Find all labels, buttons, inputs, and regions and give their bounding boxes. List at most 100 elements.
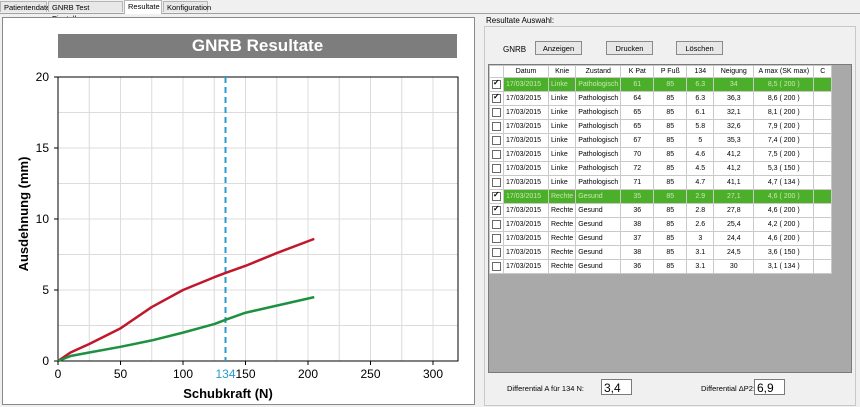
table-cell: 27,8: [713, 203, 755, 218]
table-row[interactable]: 17/03/2015 Rechte Gesund 36 85 3.1 30 3,1 ( 134…: [489, 259, 833, 274]
table-row[interactable]: 17/03/2015 Linke Pathologisch 65 85 6.1 32,1 8,…: [489, 105, 833, 120]
x-tick-label: 250: [360, 367, 380, 381]
table-row[interactable]: 17/03/2015 Linke Pathologisch 72 85 4.5 41,2 5,…: [489, 161, 833, 176]
table-cell: Linke: [547, 119, 577, 134]
table-cell: 8,1 ( 200 ): [753, 105, 815, 120]
x-axis-label: Schubkraft (N): [183, 386, 273, 401]
x-tick-label: 150: [235, 367, 255, 381]
table-cell: 32,1: [713, 105, 755, 120]
print-button[interactable]: Drucken: [606, 41, 653, 55]
table-row[interactable]: 17/03/2015 Rechte Gesund 37 85 3 24,4 4,6 ( 200…: [489, 231, 833, 246]
table-cell: 71: [620, 175, 655, 190]
column-header[interactable]: C: [813, 65, 833, 78]
column-header[interactable]: Neigung: [713, 65, 755, 78]
row-checkbox-cell: [489, 189, 504, 204]
column-header[interactable]: P Fuß: [653, 65, 688, 78]
row-checkbox-cell: [489, 203, 504, 218]
table-cell: [813, 189, 833, 204]
table-cell: Rechte: [547, 189, 577, 204]
column-header[interactable]: Datum: [503, 65, 549, 78]
table-cell: 85: [653, 203, 688, 218]
table-cell: Gesund: [575, 259, 622, 274]
table-cell: Linke: [547, 133, 577, 148]
table-row[interactable]: 17/03/2015 Linke Pathologisch 67 85 5 35,3 7,4 …: [489, 133, 833, 148]
table-cell: 3: [686, 231, 715, 246]
table-cell: 5.8: [686, 119, 715, 134]
table-cell: [813, 259, 833, 274]
table-row[interactable]: 17/03/2015 Linke Pathologisch 65 85 5.8 32,6 7,…: [489, 119, 833, 134]
table-cell: 4,6 ( 200 ): [753, 189, 815, 204]
table-cell: Rechte: [547, 259, 577, 274]
table-cell: 17/03/2015: [503, 245, 549, 260]
row-checkbox[interactable]: [492, 234, 501, 243]
row-checkbox[interactable]: [492, 150, 501, 159]
row-checkbox-cell: [489, 245, 504, 260]
table-cell: 6.3: [686, 77, 715, 92]
table-row[interactable]: 17/03/2015 Linke Pathologisch 71 85 4.7 41,1 4,…: [489, 175, 833, 190]
tab-resultate[interactable]: Resultate: [124, 0, 162, 14]
column-header[interactable]: 134: [686, 65, 715, 78]
table-row[interactable]: 17/03/2015LinkePathologisch61856.3348,5 …: [489, 77, 833, 92]
column-header[interactable]: A max (SK max): [753, 65, 815, 78]
table-cell: 3.1: [686, 245, 715, 260]
table-cell: Gesund: [575, 189, 622, 204]
table-cell: 38: [620, 245, 655, 260]
show-button[interactable]: Anzeigen: [535, 41, 582, 55]
table-cell: 24,4: [713, 231, 755, 246]
row-checkbox-cell: [489, 105, 504, 120]
row-checkbox[interactable]: [492, 136, 501, 145]
column-header[interactable]: [489, 65, 504, 78]
column-header[interactable]: Zustand: [575, 65, 622, 78]
table-cell: [813, 175, 833, 190]
results-table-container[interactable]: Datum Knie Zustand K Pat P Fuß 134 Neigung A ma…: [488, 64, 852, 373]
row-checkbox[interactable]: [492, 205, 501, 215]
table-cell: Pathologisch: [575, 105, 622, 120]
column-header[interactable]: K Pat: [620, 65, 655, 78]
tab-bar: Patientendatei GNRB Test Einstellung Res…: [0, 0, 860, 23]
row-checkbox[interactable]: [492, 262, 501, 271]
row-checkbox[interactable]: [492, 122, 501, 131]
row-checkbox[interactable]: [492, 164, 501, 173]
table-row[interactable]: 17/03/2015LinkePathologisch64856.336,38,…: [489, 91, 833, 106]
table-cell: Linke: [547, 91, 577, 106]
table-cell: 85: [653, 245, 688, 260]
table-cell: 7,9 ( 200 ): [753, 119, 815, 134]
y-tick-label: 0: [42, 354, 49, 368]
table-cell: Linke: [547, 175, 577, 190]
table-row[interactable]: 17/03/2015 Rechte Gesund 38 85 3.1 24,5 3,6 ( 1…: [489, 245, 833, 260]
y-tick-label: 15: [36, 141, 50, 155]
differential-a-field[interactable]: 3,4: [601, 379, 632, 395]
table-cell: 17/03/2015: [503, 119, 549, 134]
delete-button[interactable]: Löschen: [676, 41, 723, 55]
row-checkbox[interactable]: [492, 93, 501, 103]
row-checkbox[interactable]: [492, 191, 501, 201]
tab-konfiguration[interactable]: Konfiguration: [163, 1, 211, 12]
column-header[interactable]: Knie: [547, 65, 577, 78]
row-checkbox[interactable]: [492, 178, 501, 187]
table-cell: 35: [620, 189, 655, 204]
table-cell: Pathologisch: [575, 147, 622, 162]
table-cell: [813, 217, 833, 232]
tab-gnrb-test-einstellung[interactable]: GNRB Test Einstellung: [48, 1, 123, 23]
y-tick-label: 20: [36, 70, 50, 84]
table-cell: Linke: [547, 77, 577, 92]
differential-p2-field[interactable]: 6,9: [754, 379, 785, 395]
table-cell: 85: [653, 119, 688, 134]
series-line: [57, 237, 315, 363]
table-cell: Pathologisch: [575, 119, 622, 134]
table-cell: 17/03/2015: [503, 189, 549, 204]
row-checkbox[interactable]: [492, 79, 501, 89]
table-row[interactable]: 17/03/2015 Rechte Gesund 38 85 2.6 25,4 4,2 ( 2…: [489, 217, 833, 232]
row-checkbox-cell: [489, 231, 504, 246]
table-cell: 2.8: [686, 203, 715, 218]
table-cell: 65: [620, 105, 655, 120]
table-cell: 36: [620, 259, 655, 274]
tab-patientendatei[interactable]: Patientendatei: [0, 1, 52, 12]
row-checkbox[interactable]: [492, 108, 501, 117]
table-row[interactable]: 17/03/2015 Linke Pathologisch 70 85 4.6 41,2 7,…: [489, 147, 833, 162]
table-cell: 65: [620, 119, 655, 134]
row-checkbox[interactable]: [492, 248, 501, 257]
row-checkbox[interactable]: [492, 220, 501, 229]
